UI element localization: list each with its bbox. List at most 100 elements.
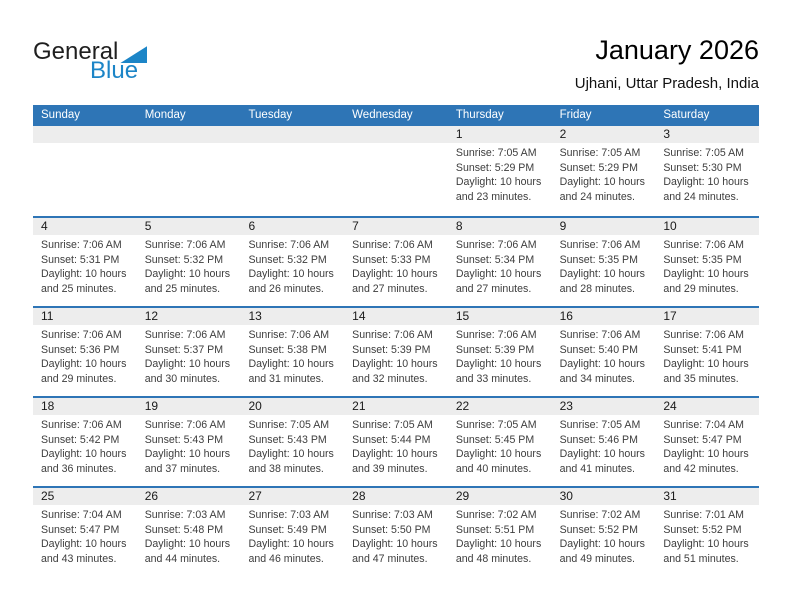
sunset-text: Sunset: 5:31 PM	[41, 253, 120, 266]
sunset-text: Sunset: 5:47 PM	[663, 433, 742, 446]
day-cell: 10 Sunrise: 7:06 AM Sunset: 5:35 PM Dayl…	[655, 218, 760, 306]
day-number-band: 29	[447, 488, 552, 505]
day-number: 30	[559, 489, 573, 503]
day-cell: 11 Sunrise: 7:06 AM Sunset: 5:36 PM Dayl…	[33, 308, 137, 396]
day-details: Sunrise: 7:06 AM Sunset: 5:33 PM Dayligh…	[344, 235, 448, 296]
sunset-text: Sunset: 5:52 PM	[559, 523, 638, 536]
sunset-text: Sunset: 5:38 PM	[248, 343, 327, 356]
daylight-text: Daylight: 10 hours and 29 minutes.	[41, 358, 127, 385]
daylight-text: Daylight: 10 hours and 23 minutes.	[455, 176, 542, 203]
daylight-text: Daylight: 10 hours and 33 minutes.	[455, 358, 542, 385]
weekday-header-label: Wednesday	[352, 109, 413, 121]
logo-top-row: General	[33, 40, 148, 64]
day-number: 2	[559, 127, 567, 141]
daylight-text: Daylight: 10 hours and 32 minutes.	[352, 358, 438, 385]
day-number-band: 31	[655, 488, 760, 505]
day-details: Sunrise: 7:06 AM Sunset: 5:35 PM Dayligh…	[655, 235, 759, 296]
day-number: 26	[144, 489, 159, 503]
day-number-band: 4	[33, 218, 137, 235]
day-cell: 25 Sunrise: 7:04 AM Sunset: 5:47 PM Dayl…	[33, 488, 137, 576]
daylight-text: Daylight: 10 hours and 39 minutes.	[352, 448, 438, 475]
day-number-band: 17	[655, 308, 760, 325]
day-details: Sunrise: 7:02 AM Sunset: 5:52 PM Dayligh…	[552, 505, 656, 566]
daylight-text: Daylight: 10 hours and 49 minutes.	[559, 538, 645, 565]
day-number: 19	[144, 399, 159, 413]
day-cell: 22 Sunrise: 7:05 AM Sunset: 5:45 PM Dayl…	[447, 398, 552, 486]
day-number: 10	[663, 219, 677, 233]
day-number: 1	[455, 127, 463, 141]
day-cell: 13 Sunrise: 7:06 AM Sunset: 5:38 PM Dayl…	[240, 308, 345, 396]
daylight-text: Daylight: 10 hours and 25 minutes.	[144, 268, 231, 295]
daylight-text: Daylight: 10 hours and 35 minutes.	[663, 358, 749, 385]
day-details	[344, 143, 448, 146]
sunset-text: Sunset: 5:44 PM	[352, 433, 431, 446]
day-number-band: 23	[551, 398, 656, 415]
day-number-band: 1	[447, 126, 552, 143]
day-cell: 28 Sunrise: 7:03 AM Sunset: 5:50 PM Dayl…	[344, 488, 448, 576]
page-title: January 2026	[595, 35, 759, 65]
day-number-band: 14	[344, 308, 448, 325]
daylight-text: Daylight: 10 hours and 42 minutes.	[663, 448, 749, 475]
day-number: 14	[352, 309, 366, 323]
weekday-header-label: Friday	[559, 109, 592, 121]
day-number: 23	[559, 399, 573, 413]
logo-triangle-icon	[120, 46, 148, 63]
day-number: 4	[41, 219, 48, 233]
day-cell	[344, 126, 448, 216]
sunrise-text: Sunrise: 7:04 AM	[663, 419, 744, 431]
day-cell: 3 Sunrise: 7:05 AM Sunset: 5:30 PM Dayli…	[655, 126, 760, 216]
day-number-band: 30	[551, 488, 656, 505]
sunrise-text: Sunrise: 7:06 AM	[41, 329, 122, 341]
day-details: Sunrise: 7:06 AM Sunset: 5:35 PM Dayligh…	[552, 235, 656, 296]
day-number: 24	[663, 399, 677, 413]
sunset-text: Sunset: 5:43 PM	[248, 433, 327, 446]
sunset-text: Sunset: 5:32 PM	[144, 253, 224, 266]
day-cell: 6 Sunrise: 7:06 AM Sunset: 5:32 PM Dayli…	[240, 218, 345, 306]
daylight-text: Daylight: 10 hours and 29 minutes.	[663, 268, 749, 295]
day-details: Sunrise: 7:06 AM Sunset: 5:39 PM Dayligh…	[344, 325, 448, 386]
calendar-week-row: 25 Sunrise: 7:04 AM Sunset: 5:47 PM Dayl…	[33, 486, 760, 576]
weekday-header-label: Monday	[144, 109, 186, 121]
day-cell: 12 Sunrise: 7:06 AM Sunset: 5:37 PM Dayl…	[136, 308, 241, 396]
day-cell: 2 Sunrise: 7:05 AM Sunset: 5:29 PM Dayli…	[551, 126, 656, 216]
day-details: Sunrise: 7:06 AM Sunset: 5:32 PM Dayligh…	[240, 235, 344, 296]
day-number-band: 24	[655, 398, 760, 415]
sunrise-text: Sunrise: 7:03 AM	[352, 509, 433, 521]
day-cell: 20 Sunrise: 7:05 AM Sunset: 5:43 PM Dayl…	[240, 398, 345, 486]
day-number: 18	[41, 399, 55, 413]
day-number-band: 21	[344, 398, 448, 415]
day-number: 15	[455, 309, 470, 323]
daylight-text: Daylight: 10 hours and 43 minutes.	[41, 538, 127, 565]
sunrise-text: Sunrise: 7:06 AM	[663, 329, 744, 341]
daylight-text: Daylight: 10 hours and 44 minutes.	[144, 538, 231, 565]
calendar-week-row: 11 Sunrise: 7:06 AM Sunset: 5:36 PM Dayl…	[33, 306, 760, 396]
sunset-text: Sunset: 5:39 PM	[455, 343, 535, 356]
day-number: 7	[352, 219, 359, 233]
calendar-week-row: 1 Sunrise: 7:05 AM Sunset: 5:29 PM Dayli…	[33, 126, 760, 216]
day-details: Sunrise: 7:05 AM Sunset: 5:30 PM Dayligh…	[655, 143, 759, 204]
sunset-text: Sunset: 5:29 PM	[559, 161, 638, 174]
sunrise-text: Sunrise: 7:06 AM	[663, 239, 744, 251]
day-details: Sunrise: 7:06 AM Sunset: 5:41 PM Dayligh…	[655, 325, 759, 386]
sunset-text: Sunset: 5:37 PM	[144, 343, 224, 356]
daylight-text: Daylight: 10 hours and 27 minutes.	[455, 268, 542, 295]
day-cell: 29 Sunrise: 7:02 AM Sunset: 5:51 PM Dayl…	[447, 488, 552, 576]
sunrise-text: Sunrise: 7:01 AM	[663, 509, 744, 521]
daylight-text: Daylight: 10 hours and 24 minutes.	[663, 176, 749, 203]
day-number-band: 11	[33, 308, 137, 325]
sunset-text: Sunset: 5:45 PM	[455, 433, 535, 446]
day-cell: 8 Sunrise: 7:06 AM Sunset: 5:34 PM Dayli…	[447, 218, 552, 306]
daylight-text: Daylight: 10 hours and 37 minutes.	[144, 448, 231, 475]
day-details: Sunrise: 7:02 AM Sunset: 5:51 PM Dayligh…	[448, 505, 552, 566]
day-number: 12	[144, 309, 159, 323]
day-number-band: 13	[240, 308, 345, 325]
sunset-text: Sunset: 5:35 PM	[663, 253, 742, 266]
day-number: 20	[248, 399, 262, 413]
daylight-text: Daylight: 10 hours and 27 minutes.	[352, 268, 438, 295]
day-details: Sunrise: 7:03 AM Sunset: 5:49 PM Dayligh…	[240, 505, 344, 566]
day-details	[33, 143, 137, 146]
daylight-text: Daylight: 10 hours and 24 minutes.	[559, 176, 645, 203]
sunrise-text: Sunrise: 7:06 AM	[144, 329, 226, 341]
day-cell: 30 Sunrise: 7:02 AM Sunset: 5:52 PM Dayl…	[551, 488, 656, 576]
day-number-band: 20	[240, 398, 345, 415]
